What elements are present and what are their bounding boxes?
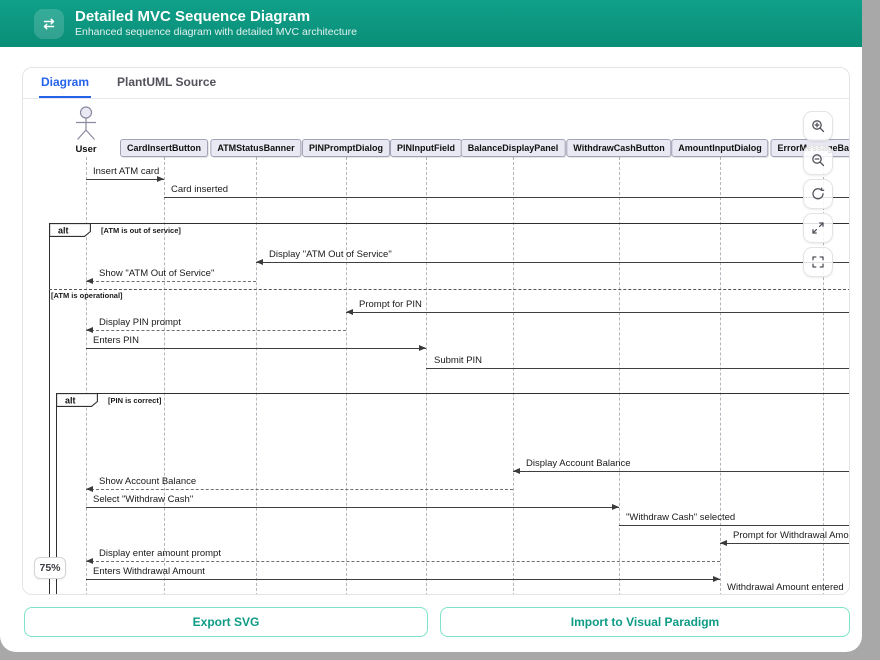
- message-label: Show "ATM Out of Service": [99, 268, 214, 279]
- fragment-operator-tag: alt: [49, 223, 91, 237]
- tab-bar: Diagram PlantUML Source: [23, 68, 849, 99]
- message-label: Submit PIN: [434, 355, 482, 366]
- message-label: Display PIN prompt: [99, 317, 181, 328]
- message-label: Display Account Balance: [526, 458, 631, 469]
- fragment-else-divider: [49, 289, 849, 290]
- message-label: Prompt for PIN: [359, 299, 422, 310]
- zoom-out-icon: [811, 153, 825, 167]
- expand-icon: [811, 221, 825, 235]
- message-line: [86, 561, 720, 562]
- fullscreen-icon: [811, 255, 825, 269]
- arrowhead: [612, 504, 619, 510]
- message-label: Insert ATM card: [93, 166, 159, 177]
- participant-box: PINInputField: [390, 139, 462, 157]
- message-line: [86, 507, 619, 508]
- participant-box: WithdrawCashButton: [566, 139, 671, 157]
- diagram-viewport[interactable]: alt [ATM is out of service] [ATM is operat…: [23, 99, 849, 595]
- message-line: [86, 489, 513, 490]
- message-label: "Withdraw Cash" selected: [626, 512, 735, 523]
- message-label: Enters PIN: [93, 335, 139, 346]
- message-line: [256, 262, 849, 263]
- actor-icon: [73, 105, 99, 143]
- export-svg-button[interactable]: Export SVG: [24, 607, 428, 637]
- fragment-else-guard: [ATM is operational]: [51, 291, 123, 300]
- message-label: Show Account Balance: [99, 476, 196, 487]
- participant-box: PINPromptDialog: [302, 139, 390, 157]
- swap-arrows-icon: [34, 9, 64, 39]
- arrowhead: [346, 309, 353, 315]
- arrowhead: [86, 486, 93, 492]
- arrowhead: [256, 259, 263, 265]
- fragment-guard: [ATM is out of service]: [101, 226, 181, 235]
- participant-box: BalanceDisplayPanel: [461, 139, 566, 157]
- page-header: Detailed MVC Sequence Diagram Enhanced s…: [0, 0, 862, 47]
- message-line: [164, 197, 849, 198]
- message-line: [720, 543, 849, 544]
- fragment-operator: alt: [58, 226, 69, 236]
- message-line: [513, 471, 849, 472]
- arrowhead: [419, 345, 426, 351]
- participant-box: ATMStatusBanner: [210, 139, 301, 157]
- message-label: Card inserted: [171, 184, 228, 195]
- actor-label: User: [75, 144, 96, 155]
- message-line: [86, 330, 346, 331]
- zoom-level-badge: 75%: [34, 557, 66, 579]
- page-subtitle: Enhanced sequence diagram with detailed …: [75, 26, 357, 39]
- zoom-out-button[interactable]: [803, 145, 833, 175]
- message-label: Display "ATM Out of Service": [269, 249, 392, 260]
- arrowhead: [86, 558, 93, 564]
- reset-view-button[interactable]: [803, 179, 833, 209]
- import-to-visual-paradigm-button[interactable]: Import to Visual Paradigm: [440, 607, 850, 637]
- expand-button[interactable]: [803, 213, 833, 243]
- fragment-guard: [PIN is correct]: [108, 396, 161, 405]
- page-title: Detailed MVC Sequence Diagram: [75, 8, 357, 25]
- message-line: [426, 368, 849, 369]
- reset-view-icon: [811, 187, 825, 201]
- message-label: Withdrawal Amount entered: [727, 582, 844, 593]
- zoom-in-button[interactable]: [803, 111, 833, 141]
- message-line: [86, 579, 720, 580]
- message-line: [86, 348, 426, 349]
- tab-diagram[interactable]: Diagram: [39, 68, 91, 98]
- message-line: [86, 281, 256, 282]
- app-window: Detailed MVC Sequence Diagram Enhanced s…: [0, 0, 862, 652]
- arrowhead: [86, 278, 93, 284]
- fragment-operator: alt: [65, 396, 76, 406]
- sequence-diagram-canvas: alt [ATM is out of service] [ATM is operat…: [23, 99, 849, 595]
- tab-plantuml-source[interactable]: PlantUML Source: [115, 68, 218, 98]
- message-line: [619, 525, 849, 526]
- fullscreen-button[interactable]: [803, 247, 833, 277]
- viewer-card: Diagram PlantUML Source alt [ATM is out o…: [22, 67, 850, 595]
- message-line: [346, 312, 849, 313]
- message-line: [86, 179, 164, 180]
- arrowhead: [513, 468, 520, 474]
- fragment-operator-tag: alt: [56, 393, 98, 407]
- zoom-in-icon: [811, 119, 825, 133]
- zoom-controls: [803, 111, 833, 277]
- message-label: Enters Withdrawal Amount: [93, 566, 205, 577]
- message-label: Select "Withdraw Cash": [93, 494, 193, 505]
- message-label: Prompt for Withdrawal Amount: [733, 530, 849, 541]
- message-label: Display enter amount prompt: [99, 548, 221, 559]
- arrowhead: [86, 327, 93, 333]
- arrowhead: [720, 540, 727, 546]
- participant-box: CardInsertButton: [120, 139, 208, 157]
- participant-box: AmountInputDialog: [671, 139, 768, 157]
- arrowhead: [713, 576, 720, 582]
